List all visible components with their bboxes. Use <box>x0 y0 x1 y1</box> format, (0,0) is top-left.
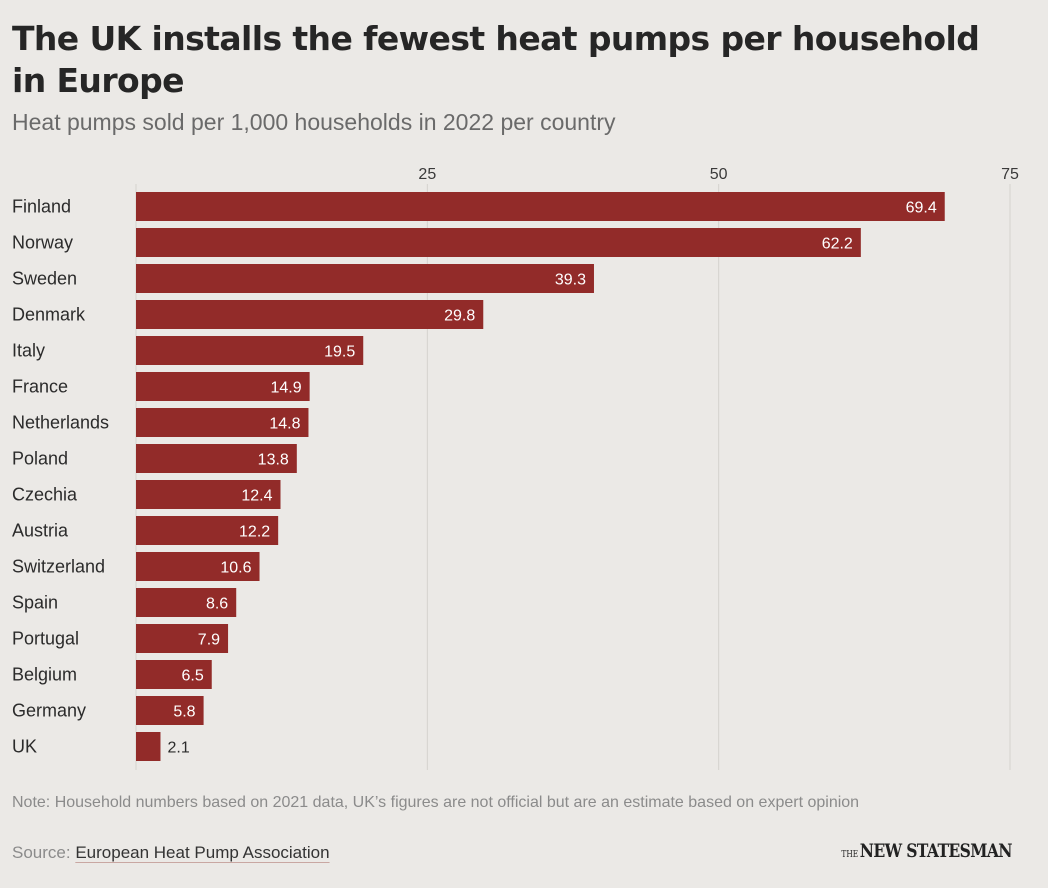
value-label: 5.8 <box>173 704 195 721</box>
chart-subtitle: Heat pumps sold per 1,000 households in … <box>12 109 616 135</box>
value-label: 7.9 <box>198 632 220 649</box>
category-label: Sweden <box>12 269 77 289</box>
category-label: France <box>12 377 68 397</box>
value-label: 6.5 <box>181 668 203 685</box>
category-label: Denmark <box>12 305 86 325</box>
category-label: Belgium <box>12 665 77 685</box>
value-label: 10.6 <box>220 560 251 577</box>
value-label: 19.5 <box>324 344 355 361</box>
bar <box>136 192 945 221</box>
source-label: Source: <box>12 843 71 862</box>
bar <box>136 228 861 257</box>
category-label: Spain <box>12 593 58 613</box>
value-label: 2.1 <box>167 740 189 757</box>
value-label: 8.6 <box>206 596 228 613</box>
value-label: 62.2 <box>822 236 853 253</box>
bar <box>136 732 161 761</box>
chart-title: The UK installs the fewest heat pumps pe… <box>12 19 980 100</box>
value-label: 12.4 <box>241 488 272 505</box>
value-label: 12.2 <box>239 524 270 541</box>
bar <box>136 444 297 473</box>
chart-source: Source: European Heat Pump Association <box>12 843 330 863</box>
category-label: Italy <box>12 341 45 361</box>
bar <box>136 264 594 293</box>
bar <box>136 588 237 617</box>
bar <box>136 300 484 329</box>
value-label: 13.8 <box>258 452 289 469</box>
bar-chart: 25 50 75 Finland 69.4 Norway 62.2 Sweden 39.3 Den… <box>12 166 1019 770</box>
bar <box>136 660 212 689</box>
value-label: 69.4 <box>906 200 937 217</box>
source-link[interactable]: European Heat Pump Association <box>75 843 330 862</box>
bar <box>136 336 364 365</box>
bar <box>136 408 309 437</box>
value-label: 14.8 <box>269 416 300 433</box>
value-label: 14.9 <box>270 380 301 397</box>
bar <box>136 552 260 581</box>
x-tick-label: 75 <box>1001 166 1019 183</box>
category-label: Portugal <box>12 629 79 649</box>
value-label: 29.8 <box>444 308 475 325</box>
bar <box>136 696 204 725</box>
bar <box>136 480 281 509</box>
x-tick-label: 50 <box>710 166 728 183</box>
category-label: Czechia <box>12 485 78 505</box>
value-label: 39.3 <box>555 272 586 289</box>
category-label: Poland <box>12 449 68 469</box>
bar <box>136 516 279 545</box>
category-label: UK <box>12 737 37 757</box>
bar <box>136 624 229 653</box>
category-label: Norway <box>12 233 73 253</box>
bar <box>136 372 310 401</box>
new-statesman-logo: THENEW STATESMAN <box>841 840 1013 862</box>
category-label: Austria <box>12 521 69 541</box>
category-label: Germany <box>12 701 86 721</box>
logo-prefix: THE <box>841 850 859 860</box>
chart-note: Note: Household numbers based on 2021 da… <box>12 794 860 811</box>
category-label: Finland <box>12 197 71 217</box>
category-label: Netherlands <box>12 413 109 433</box>
x-tick-label: 25 <box>418 166 436 183</box>
category-label: Switzerland <box>12 557 105 577</box>
logo-text: NEW STATESMAN <box>859 840 1013 862</box>
